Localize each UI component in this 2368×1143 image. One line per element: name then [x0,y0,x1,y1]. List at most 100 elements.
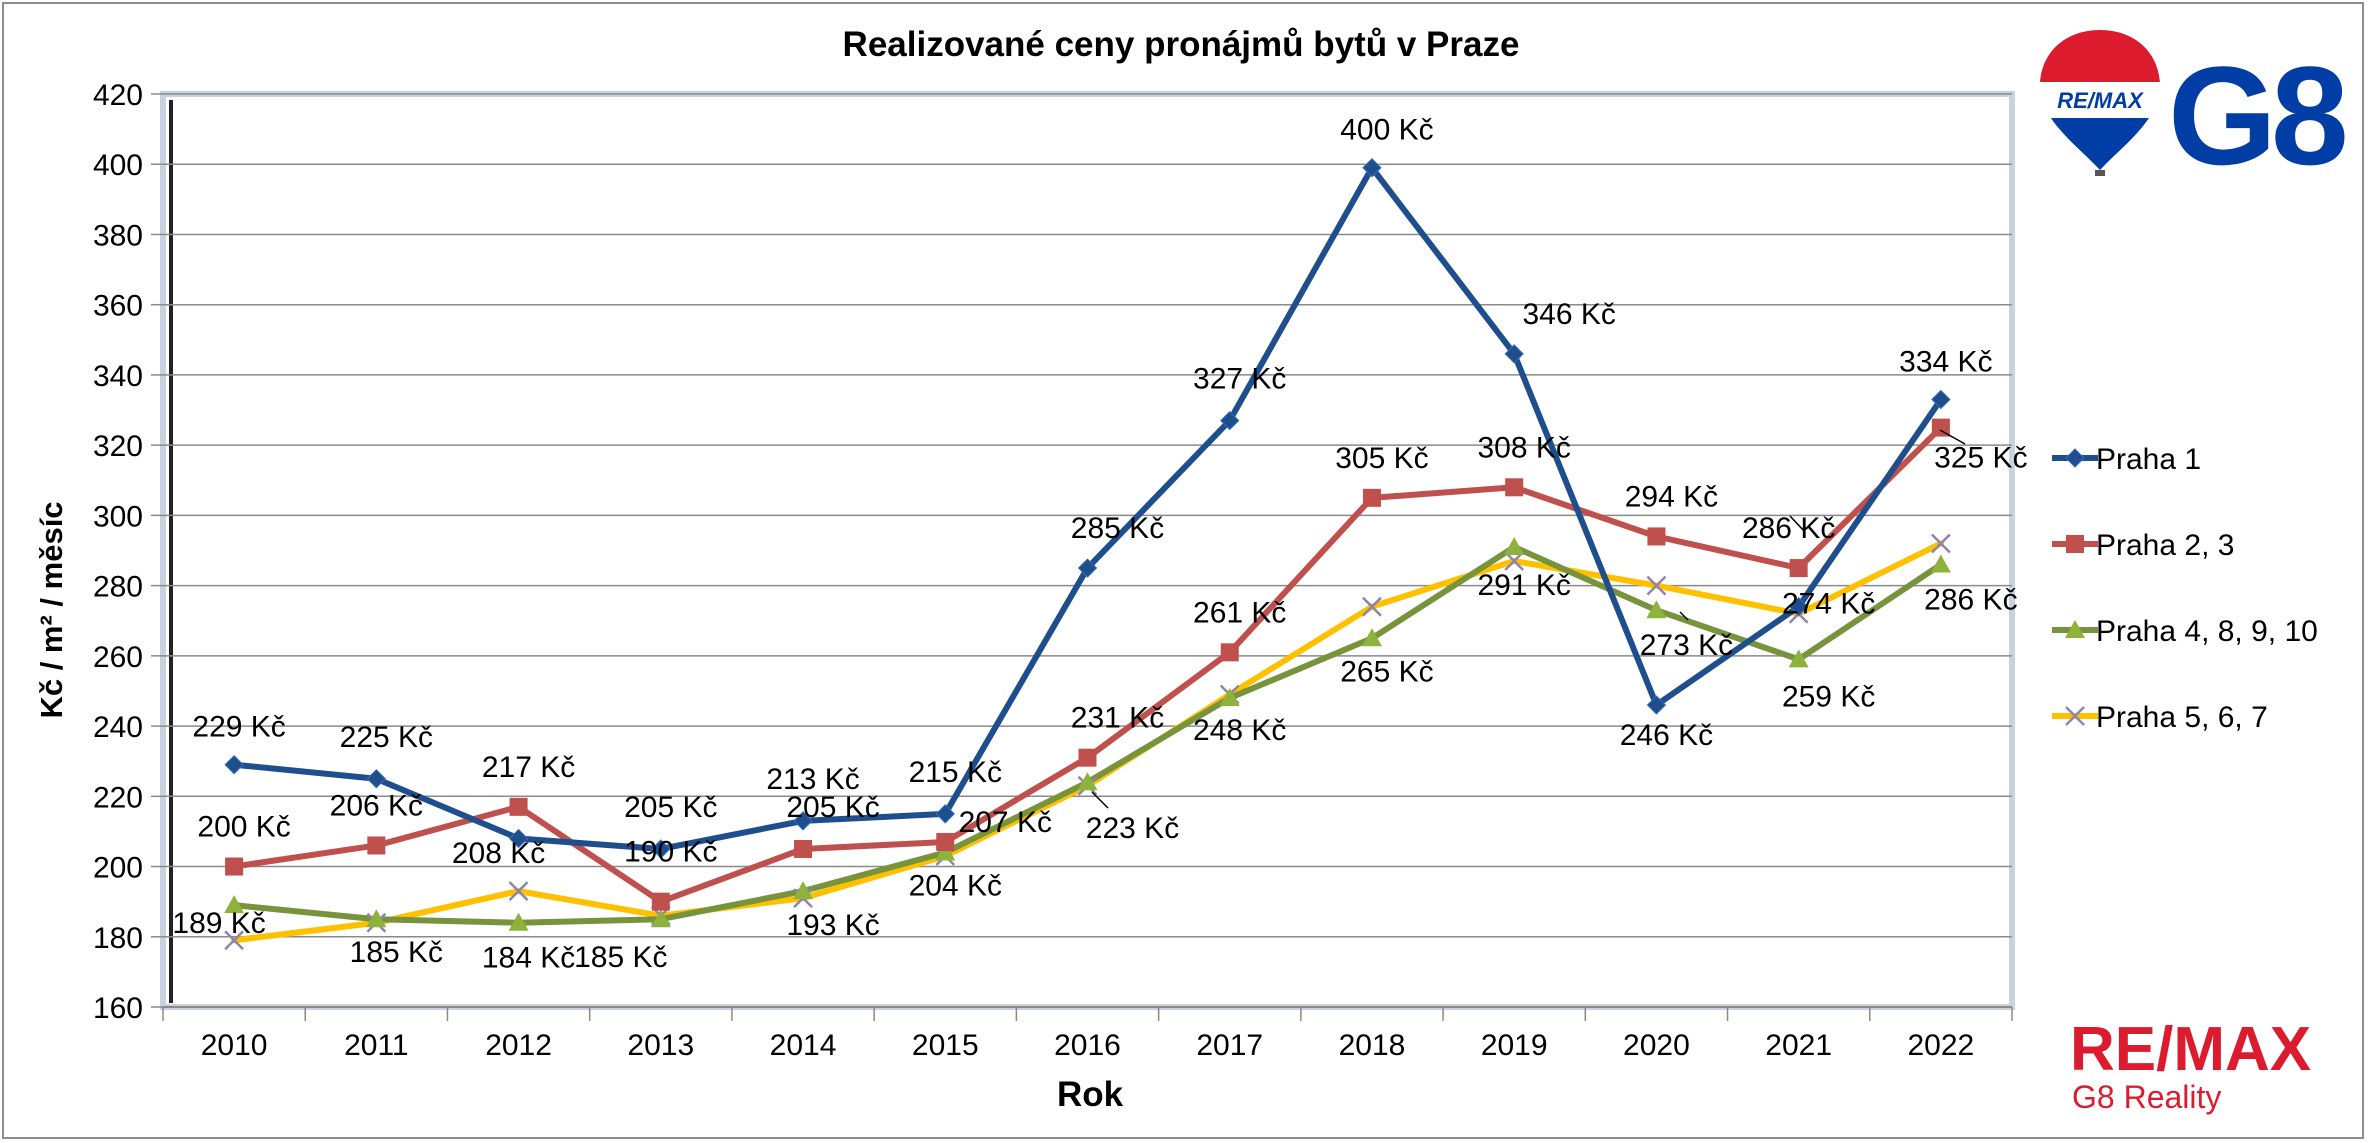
legend-swatch-marker [2065,620,2085,638]
y-tick-label: 360 [93,290,143,323]
label-leader-line [1091,791,1109,809]
data-point [1219,687,1240,706]
data-point [1505,478,1524,497]
y-tick-label: 280 [93,571,143,604]
remax-g8-logo: RE/MAX G8 [2040,30,2351,176]
data-label: 273 Kč [1640,629,1733,662]
balloon-basket-icon [2095,170,2105,176]
data-point [651,839,671,859]
data-point [1077,772,1098,791]
data-label: 274 Kč [1782,588,1875,621]
data-label: 204 Kč [909,869,1002,902]
data-label: 193 Kč [786,909,879,942]
label-leader-line [1789,515,1806,533]
legend-item: Praha 2, 3 [2052,529,2234,562]
data-point [508,912,529,931]
data-point [1504,551,1525,571]
data-label: 223 Kč [1086,812,1179,845]
data-point [1788,649,1809,668]
y-tick-label: 240 [93,711,143,744]
y-tick-label: 320 [93,430,143,463]
data-point [1220,643,1239,662]
data-label: 207 Kč [959,806,1052,839]
data-point [1504,344,1524,364]
data-label: 325 Kč [1934,442,2027,475]
data-point [935,842,956,861]
data-label: 248 Kč [1193,714,1286,747]
data-point [1646,600,1667,619]
data-label: 261 Kč [1193,596,1286,629]
data-label: 200 Kč [197,811,290,844]
legend-label: Praha 4, 8, 9, 10 [2096,615,2318,648]
x-axis-title: Rok [1057,1075,1124,1114]
data-point [224,930,244,951]
data-label: 215 Kč [909,756,1002,789]
data-label: 205 Kč [786,791,879,824]
data-point [509,797,528,816]
label-leader-line [1939,429,1966,445]
x-tick-label: 2017 [1196,1029,1263,1062]
data-point [1077,558,1098,578]
data-label: 327 Kč [1193,363,1286,396]
data-label: 205 Kč [624,791,717,824]
data-point [224,895,245,914]
data-point [1930,533,1951,554]
y-tick-label: 260 [93,641,143,674]
data-label: 259 Kč [1782,680,1875,713]
data-point [367,836,386,855]
data-label: 206 Kč [330,789,423,822]
x-tick-label: 2011 [344,1029,409,1062]
data-label: 229 Kč [192,711,285,744]
y-tick-label: 340 [93,360,143,393]
data-point [650,909,671,928]
data-point [1646,575,1667,596]
data-point [1789,559,1808,578]
data-point [1930,554,1951,573]
y-tick-label: 380 [93,219,143,252]
data-label: 265 Kč [1340,655,1433,688]
data-label: 286 Kč [1924,584,2017,617]
y-tick-label: 180 [93,922,143,955]
y-tick-label: 300 [93,500,143,533]
data-label: 346 Kč [1522,298,1615,331]
data-label: 184 Kč [482,942,575,975]
data-label: 213 Kč [766,763,859,796]
data-point [936,832,955,851]
legend-swatch-marker [2066,535,2084,553]
data-point [225,857,244,876]
data-label: 246 Kč [1620,719,1713,752]
legend: Praha 1 Praha 2, 3 Praha 4, 8, 9, 10 Praha … [2052,443,2318,734]
data-point [1647,527,1666,546]
balloon-logo-text: RE/MAX [2057,88,2144,113]
data-label: 231 Kč [1071,702,1164,735]
legend-swatch-marker [2065,448,2085,468]
data-label: 334 Kč [1899,346,1992,379]
data-point [1504,536,1525,555]
plot-area: 160 180 200 220 240 260 280 300 320 340 360 380 400 4… [93,79,2028,1062]
data-point [366,769,387,789]
data-point [1361,628,1382,647]
data-label: 291 Kč [1477,569,1570,602]
g8-reality-text: G8 Reality [2072,1079,2221,1115]
balloon-icon [2040,30,2160,170]
data-label: 189 Kč [172,907,265,940]
data-label: 286 Kč [1742,512,1835,545]
data-label: 208 Kč [452,837,545,870]
legend-label: Praha 2, 3 [2096,529,2234,562]
data-point [935,804,955,824]
legend-item: Praha 1 [2052,443,2201,476]
data-label: 217 Kč [482,751,575,784]
remax-g8-reality-logo: RE/MAX G8 Reality [2070,1015,2311,1115]
data-point [1362,158,1382,178]
data-point [366,909,387,928]
legend-label: Praha 5, 6, 7 [2096,701,2268,734]
data-point [794,839,813,858]
data-point [1078,748,1097,767]
x-tick-label: 2012 [485,1029,552,1062]
x-tick-label: 2020 [1623,1029,1690,1062]
data-point [1362,488,1381,507]
data-label: 225 Kč [340,721,433,754]
data-point [1220,410,1240,431]
data-label: 308 Kč [1477,431,1570,464]
